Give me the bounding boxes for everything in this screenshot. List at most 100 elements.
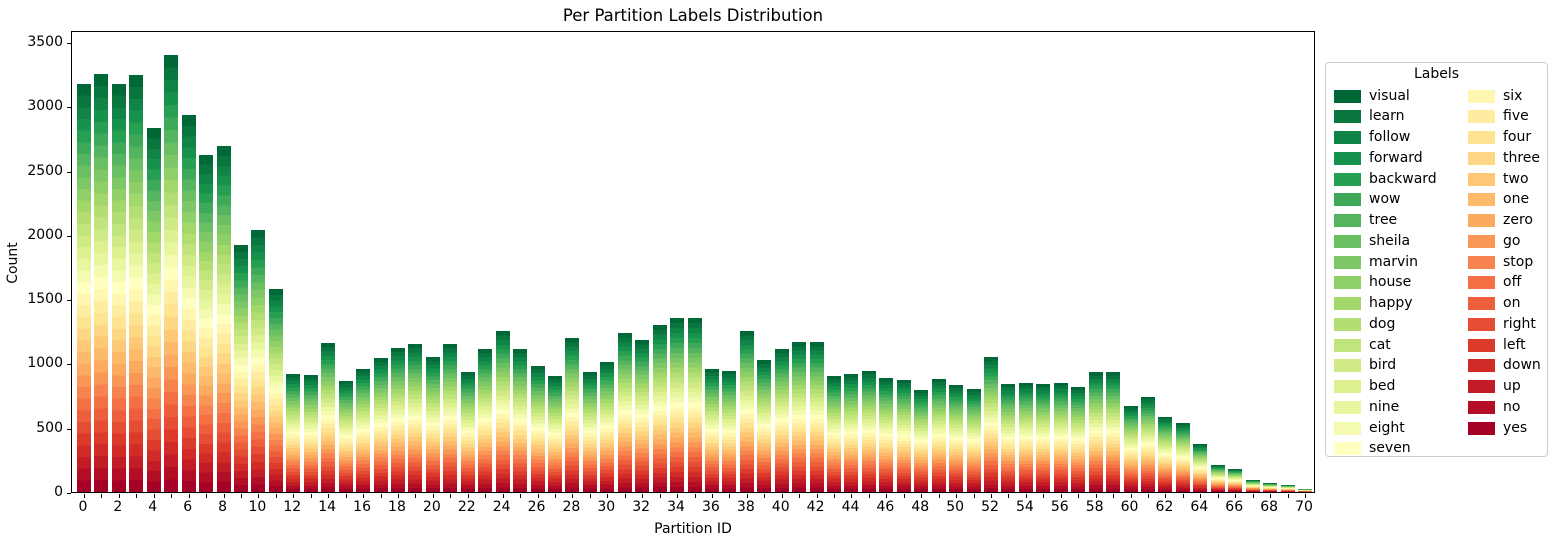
x-tick-label-54: 54 — [1015, 499, 1034, 515]
bar-partition-17 — [373, 358, 388, 492]
legend-label-three: three — [1503, 149, 1541, 166]
legend-label-six: six — [1503, 87, 1523, 104]
bar-partition-10 — [251, 230, 266, 492]
x-tick — [1252, 494, 1254, 498]
legend-swatch-learn — [1334, 110, 1361, 124]
legend-label-sheila: sheila — [1369, 232, 1411, 249]
legend-label-tree: tree — [1369, 212, 1398, 228]
x-tick — [1182, 494, 1184, 498]
legend-swatch-zero — [1468, 214, 1495, 227]
bar-partition-31 — [617, 333, 632, 492]
bar-partition-42 — [809, 342, 824, 492]
bar-partition-6 — [181, 115, 196, 492]
x-tick — [450, 494, 452, 498]
x-tick — [520, 494, 522, 498]
x-tick-label-26: 26 — [527, 499, 546, 515]
legend-entry-bird: bird — [1334, 357, 1464, 377]
legend-label-up: up — [1503, 378, 1521, 394]
x-tick — [677, 494, 679, 498]
bar-partition-62 — [1158, 417, 1173, 492]
x-tick-label-66: 66 — [1225, 499, 1244, 515]
bar-partition-58 — [1088, 372, 1103, 492]
legend-swatch-off — [1468, 276, 1495, 290]
x-tick — [136, 494, 138, 498]
x-tick-label-8: 8 — [218, 499, 227, 515]
legend-swatch-go — [1468, 234, 1495, 248]
bar-partition-15 — [338, 381, 353, 492]
bar-partition-7 — [199, 155, 214, 492]
legend-label-no: no — [1503, 398, 1521, 415]
x-tick-label-50: 50 — [946, 499, 965, 515]
legend-label-forward: forward — [1369, 149, 1423, 166]
bar-partition-12 — [286, 374, 301, 492]
legend-entry-follow: follow — [1334, 129, 1464, 149]
x-tick — [1270, 494, 1272, 498]
legend-swatch-sheila — [1334, 234, 1361, 248]
bar-partition-13 — [303, 375, 318, 492]
x-tick — [1095, 494, 1097, 498]
x-tick-label-38: 38 — [736, 499, 755, 515]
x-tick-label-28: 28 — [562, 499, 581, 515]
legend-swatch-bird — [1334, 359, 1361, 373]
legend-entry-bed: bed — [1334, 378, 1464, 398]
bar-partition-4 — [146, 128, 161, 492]
bar-partition-25 — [513, 349, 528, 492]
x-tick — [84, 494, 85, 498]
legend-label-bed: bed — [1369, 378, 1396, 394]
x-tick-label-36: 36 — [702, 499, 720, 515]
legend-label-cat: cat — [1369, 336, 1391, 353]
y-tick-label-1500: 1500 — [27, 291, 63, 308]
x-tick-label-20: 20 — [422, 499, 441, 515]
x-tick — [816, 494, 818, 498]
x-tick — [537, 494, 539, 498]
x-tick-label-6: 6 — [183, 499, 193, 515]
y-tick — [67, 235, 71, 237]
y-tick-label-0: 0 — [54, 484, 63, 500]
bar-partition-40 — [774, 349, 789, 492]
x-tick-label-46: 46 — [876, 499, 895, 515]
y-tick-label-3000: 3000 — [27, 98, 63, 115]
x-tick-label-2: 2 — [113, 499, 123, 515]
x-tick — [991, 494, 993, 498]
x-tick-label-18: 18 — [388, 499, 406, 515]
legend-swatch-up — [1468, 380, 1495, 393]
x-tick — [1130, 494, 1132, 498]
x-tick — [310, 494, 312, 498]
legend-entry-left: left — [1468, 337, 1557, 357]
legend-entry-two: two — [1468, 171, 1557, 191]
x-tick — [642, 494, 644, 498]
x-tick-label-42: 42 — [806, 499, 825, 515]
bar-partition-35 — [687, 318, 702, 492]
x-tick — [624, 494, 626, 498]
legend-label-follow: follow — [1369, 129, 1411, 145]
x-tick — [485, 494, 487, 498]
x-tick-label-58: 58 — [1085, 499, 1104, 515]
x-tick-label-30: 30 — [597, 499, 616, 515]
bar-partition-26 — [530, 366, 545, 492]
bar-partition-68 — [1263, 483, 1278, 492]
legend-label-stop: stop — [1503, 253, 1534, 270]
legend-entry-six: six — [1468, 88, 1557, 108]
y-tick — [67, 300, 71, 302]
bar-partition-55 — [1036, 384, 1051, 492]
bar-partition-51 — [966, 389, 981, 492]
legend-swatch-nine — [1334, 400, 1361, 414]
bar-partition-70 — [1298, 489, 1312, 492]
legend-swatch-wow — [1334, 193, 1361, 207]
bar-partition-48 — [914, 390, 929, 492]
legend-swatch-no — [1468, 400, 1495, 414]
x-tick — [607, 494, 609, 498]
x-tick — [659, 494, 661, 498]
legend-label-marvin: marvin — [1369, 253, 1419, 270]
x-tick — [101, 494, 103, 498]
legend-swatch-forward — [1334, 151, 1361, 165]
bar-partition-60 — [1123, 406, 1138, 492]
legend: Labels visual learn follow forward backward w… — [1325, 62, 1548, 457]
bar-partition-0 — [77, 84, 91, 492]
legend-entry-one: one — [1468, 191, 1557, 211]
y-tick-label-2000: 2000 — [27, 226, 63, 243]
legend-swatch-tree — [1334, 214, 1361, 227]
legend-swatch-eight — [1334, 421, 1361, 435]
legend-entry-cat: cat — [1334, 337, 1464, 357]
